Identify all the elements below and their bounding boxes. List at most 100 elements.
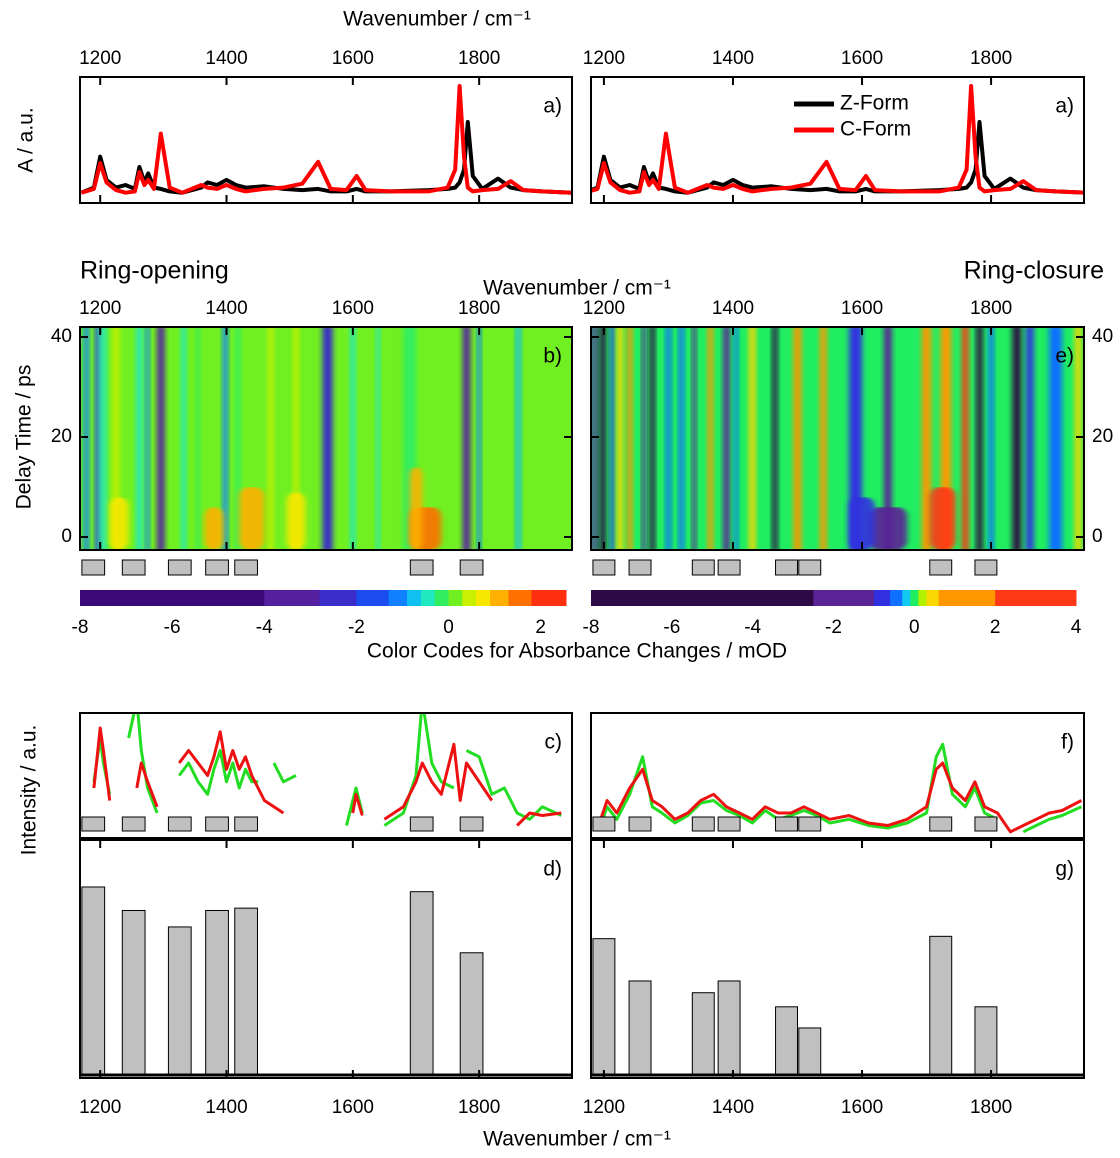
axes-frame xyxy=(590,76,1085,204)
heatmap-stripe xyxy=(723,327,730,550)
y-axis-label: Delay Time / ps xyxy=(13,365,36,510)
heatmap-stripe xyxy=(112,327,120,550)
series-line xyxy=(591,84,1084,195)
colorbar-segment xyxy=(80,590,265,606)
plot-area xyxy=(591,84,1084,195)
heatmap-stripe xyxy=(222,327,228,550)
heatmap-early-feature xyxy=(409,467,423,550)
heatmap-stripe xyxy=(849,327,863,550)
band-marker xyxy=(691,816,715,832)
heatmap-early-feature xyxy=(286,492,306,550)
heatmap-early-feature xyxy=(868,507,908,550)
colorbar-segment xyxy=(910,590,919,606)
axes-frame xyxy=(590,326,1085,551)
axes-frame xyxy=(79,326,573,551)
bar xyxy=(205,909,229,1076)
band-marker xyxy=(81,559,106,576)
heatmap-stripe xyxy=(922,327,932,550)
x-tick-label: 1600 xyxy=(332,298,374,319)
series-line xyxy=(178,730,285,815)
band-marker xyxy=(205,559,229,576)
colorbar-segment xyxy=(448,590,463,606)
band-marker xyxy=(592,559,616,576)
colorbar-segment xyxy=(264,590,321,606)
plot-area xyxy=(599,742,1083,834)
plot-area xyxy=(591,327,1084,550)
series-line xyxy=(92,726,112,801)
bar xyxy=(409,891,434,1076)
heatmap-stripe xyxy=(976,327,983,550)
colorbar-segment xyxy=(926,590,940,606)
bar xyxy=(121,909,146,1076)
heatmap-stripe xyxy=(962,327,969,550)
colorbar-tick-label: 2 xyxy=(990,617,1001,638)
y-tick-label: 0 xyxy=(61,526,72,547)
x-tick-label: 1400 xyxy=(712,1097,754,1118)
axes-frame xyxy=(79,839,573,1079)
colorbar-segment xyxy=(918,590,927,606)
x-tick-label: 1600 xyxy=(841,1097,883,1118)
colorbar-tick-label: 0 xyxy=(443,617,454,638)
colorbar-tick-label: -6 xyxy=(164,617,181,638)
x-tick-label: 1600 xyxy=(841,48,883,69)
legend-label: Z-Form xyxy=(840,92,909,115)
heatmap-stripe xyxy=(462,327,471,550)
colorbar-segment xyxy=(388,590,408,606)
series-line xyxy=(178,749,259,796)
band-marker xyxy=(459,559,484,576)
y-tick-label: 40 xyxy=(51,326,72,347)
x-tick-label: 1400 xyxy=(205,48,247,69)
heatmap-stripe xyxy=(772,327,778,550)
axes-frame xyxy=(79,76,573,204)
heatmap-stripe xyxy=(707,327,713,550)
colorbar-tick-label: -2 xyxy=(825,617,842,638)
colorbar-segment xyxy=(489,590,509,606)
panel-label: a) xyxy=(1055,95,1074,118)
series-line xyxy=(465,749,562,821)
heatmap-stripe xyxy=(591,327,597,550)
heatmap-stripe xyxy=(649,327,655,550)
bar xyxy=(592,938,616,1076)
panel-label: d) xyxy=(543,858,562,881)
band-marker xyxy=(775,559,798,576)
bar xyxy=(628,980,652,1076)
series-line xyxy=(272,762,297,784)
heatmap-stripe xyxy=(616,327,624,550)
band-marker xyxy=(121,559,146,576)
heatmap-stripe xyxy=(477,327,482,550)
heatmap-stripe xyxy=(268,327,274,550)
band-marker xyxy=(167,816,192,832)
series-line xyxy=(351,792,364,816)
colorbar-segment xyxy=(508,590,532,606)
heatmap-early-feature xyxy=(239,487,265,550)
heatmap-stripe xyxy=(599,327,606,550)
x-tick-label: 1800 xyxy=(458,298,500,319)
band-marker xyxy=(929,816,953,832)
heatmap-stripe xyxy=(820,327,827,550)
x-tick-label: 1200 xyxy=(79,1097,121,1118)
heatmap-stripe xyxy=(1074,327,1082,550)
band-marker xyxy=(234,559,258,576)
panel-label: f) xyxy=(1061,731,1074,754)
heatmap-early-feature xyxy=(929,487,956,550)
x-axis-label: Wavenumber / cm⁻¹ xyxy=(483,277,671,300)
colorbar-segment xyxy=(434,590,450,606)
y-axis-label: A / a.u. xyxy=(15,107,38,172)
x-tick-label: 1200 xyxy=(79,48,121,69)
bar xyxy=(691,992,715,1076)
series-line xyxy=(383,713,455,827)
band-marker xyxy=(798,559,822,576)
heatmap-stripe xyxy=(883,327,892,550)
bar xyxy=(81,886,106,1076)
heatmap-stripe xyxy=(136,327,143,550)
band-marker xyxy=(798,816,822,832)
heatmap-stripe xyxy=(940,327,952,550)
x-tick-label: 1600 xyxy=(841,298,883,319)
series-line xyxy=(1022,805,1083,834)
heatmap-stripe xyxy=(145,327,150,550)
colorbar-segment xyxy=(591,590,814,606)
x-tick-label: 1800 xyxy=(970,48,1012,69)
heatmap-stripe xyxy=(734,327,739,550)
